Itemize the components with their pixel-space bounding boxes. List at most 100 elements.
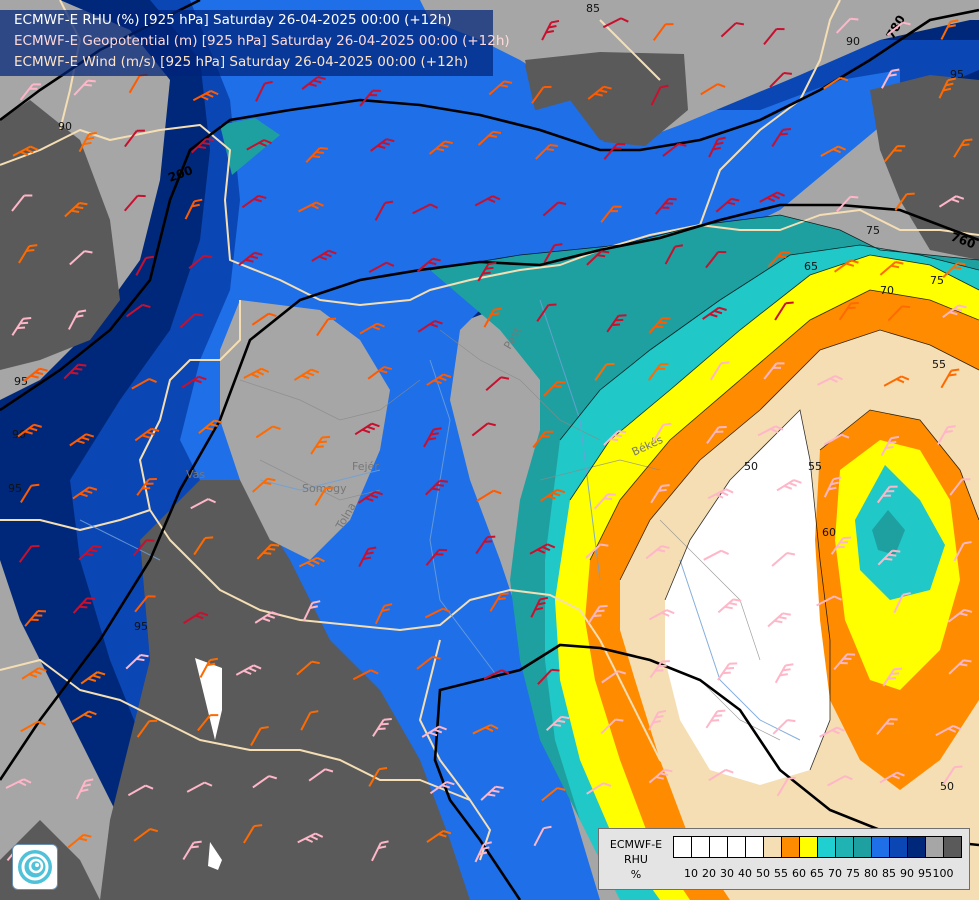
wind-barbs (5, 17, 973, 863)
legend-tick-label: 30 (720, 867, 734, 880)
wind-barb-icon (942, 304, 967, 319)
wind-barb-icon (600, 205, 622, 223)
wind-barb-icon (182, 840, 202, 861)
wind-barb-icon (314, 486, 334, 506)
wind-barb-icon (472, 724, 499, 735)
wind-barb-icon (426, 829, 452, 843)
wind-barb-icon (767, 251, 791, 268)
wind-barb-icon (707, 488, 734, 500)
wind-barb-icon (774, 663, 794, 684)
wind-barb-icon (953, 138, 973, 158)
contour-label: 75 (866, 224, 880, 237)
wind-barb-icon (606, 314, 627, 333)
wind-barb-icon (594, 362, 615, 382)
wind-barb-icon (63, 363, 87, 380)
wind-barb-icon (769, 71, 792, 88)
legend-tick-label: 90 (900, 867, 914, 880)
wind-barb-icon (819, 726, 845, 738)
wind-barb-icon (357, 490, 383, 504)
contour-label: 90 (12, 428, 26, 441)
wind-barb-icon (823, 76, 849, 90)
wind-barb-icon (305, 146, 328, 164)
wind-barb-icon (370, 138, 395, 152)
legend-tick-label: 95 (918, 867, 932, 880)
wind-barb-icon (601, 670, 627, 684)
wind-barb-icon (68, 309, 87, 330)
wind-barb-icon (776, 479, 802, 492)
wind-barb-icon (371, 840, 389, 862)
wind-barb-icon (426, 373, 452, 386)
contour-label: 95 (134, 620, 148, 633)
wind-barb-icon (531, 85, 552, 104)
wind-barb-icon (708, 768, 734, 782)
wind-barb-icon (298, 556, 325, 568)
wind-barb-icon (296, 660, 320, 676)
wind-barb-icon (949, 478, 971, 496)
wind-barb-icon (835, 17, 859, 34)
legend-title-line: RHU (624, 853, 648, 866)
wind-barb-icon (372, 718, 392, 737)
wind-barb-icon (197, 714, 219, 732)
wind-barb-icon (537, 668, 560, 685)
wind-barb-icon (480, 785, 504, 801)
country-borders (0, 0, 979, 881)
contour-label-group: 85 90 95 95 90 95 90 95 75 65 70 75 55 5… (8, 2, 964, 793)
wind-barb-icon (134, 427, 160, 442)
legend-swatch (691, 836, 710, 858)
wind-barb-icon (198, 419, 223, 434)
wind-barb-icon (715, 197, 740, 213)
wind-barb-icon (359, 322, 385, 335)
rhu-white-sliver-1 (195, 658, 222, 740)
wind-barb-icon (352, 669, 379, 681)
title-line-geopotential: ECMWF-E Geopotential (m) [925 hPa] Satur… (14, 33, 510, 49)
wind-barb-icon (706, 425, 727, 444)
wind-barb-icon (235, 664, 262, 676)
legend-swatch (853, 836, 872, 858)
wind-barb-icon (78, 545, 102, 561)
wind-barb-icon (428, 140, 453, 155)
legend-swatch (799, 836, 818, 858)
wind-barb-icon (18, 244, 38, 264)
wind-barb-icon (720, 22, 745, 38)
wind-barb-icon (763, 28, 785, 46)
contour-label: 85 (586, 2, 600, 15)
wind-barb-icon (483, 307, 503, 328)
wind-barb-icon (135, 255, 154, 276)
wind-barb-icon (19, 83, 41, 101)
wind-barb-icon (193, 536, 214, 556)
legend-swatch (673, 836, 692, 858)
wind-barb-icon (717, 662, 738, 681)
wind-barb-icon (652, 23, 674, 41)
wind-barb-icon (881, 68, 900, 89)
legend-tick-label: 10 (684, 867, 698, 880)
wind-barb-icon (190, 498, 217, 510)
wind-barb-icon (543, 380, 566, 397)
wind-barb-icon (416, 257, 441, 273)
wind-barb-icon (477, 261, 497, 282)
contour-label: 55 (932, 358, 946, 371)
wind-barb-icon (532, 430, 554, 449)
legend-tick-label: 80 (864, 867, 878, 880)
wind-barb-icon (136, 478, 157, 496)
wind-barb-icon (21, 667, 47, 680)
wind-barb-icon (69, 433, 95, 447)
wind-barb-icon (586, 250, 610, 266)
wind-barb-icon (71, 710, 97, 723)
wind-barb-icon (425, 548, 448, 566)
wind-barb-icon (540, 488, 566, 502)
legend-swatch (763, 836, 782, 858)
wind-barb-icon (877, 549, 901, 566)
wind-barb-icon (882, 667, 903, 687)
wind-barb-icon (830, 536, 852, 555)
wind-barb-icon (5, 778, 32, 789)
wind-barb-icon (359, 89, 381, 107)
wind-barb-icon (20, 720, 46, 733)
wind-barb-icon (586, 782, 612, 795)
contour-label: 60 (822, 526, 836, 539)
legend-tick-label: 75 (846, 867, 860, 880)
rhu-100-area-3 (0, 100, 120, 370)
legend-tick-label: 50 (756, 867, 770, 880)
rhu-80-small (220, 118, 280, 175)
contour-label: 95 (8, 482, 22, 495)
wind-barb-icon (69, 250, 93, 266)
